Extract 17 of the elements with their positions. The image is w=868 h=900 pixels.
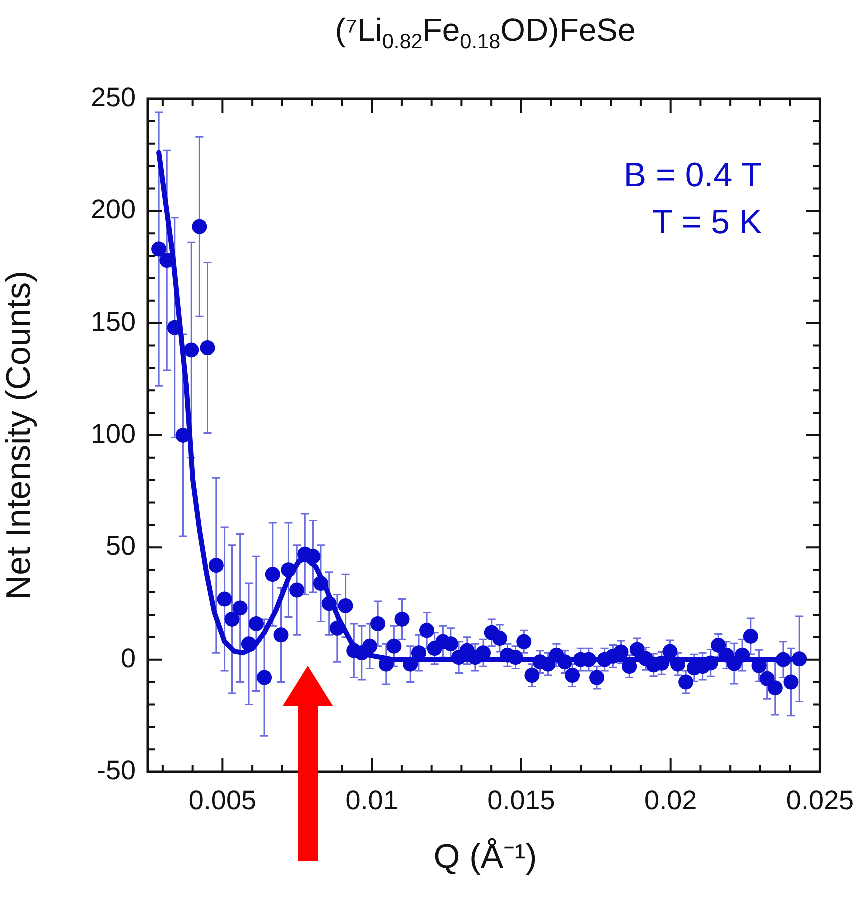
- x-axis-title: Q (Å⁻¹): [432, 837, 538, 878]
- annotation: T = 5 K: [652, 203, 763, 242]
- y-tick-label: 50: [106, 531, 136, 562]
- x-tick-label: 0.02: [644, 786, 698, 816]
- x-tick-label: 0.025: [786, 786, 854, 816]
- y-tick-label: 200: [90, 194, 136, 225]
- y-tick-label: 150: [90, 306, 136, 337]
- y-tick-label: -50: [96, 755, 136, 786]
- annotation: B = 0.4 T: [624, 156, 762, 194]
- x-tick-label: 0.015: [488, 786, 556, 816]
- x-tick-label: 0.01: [346, 786, 398, 816]
- y-axis-title: Net Intensity (Counts): [0, 271, 38, 600]
- chart-title: (⁷Li$_{0.82}$Fe$_{0.18}$OD)FeSe: [334, 12, 637, 54]
- y-tick-label: 250: [90, 82, 136, 112]
- x-tick-label: 0.005: [188, 786, 256, 816]
- y-tick-label: 0: [120, 643, 136, 674]
- y-tick-label: 100: [90, 418, 136, 449]
